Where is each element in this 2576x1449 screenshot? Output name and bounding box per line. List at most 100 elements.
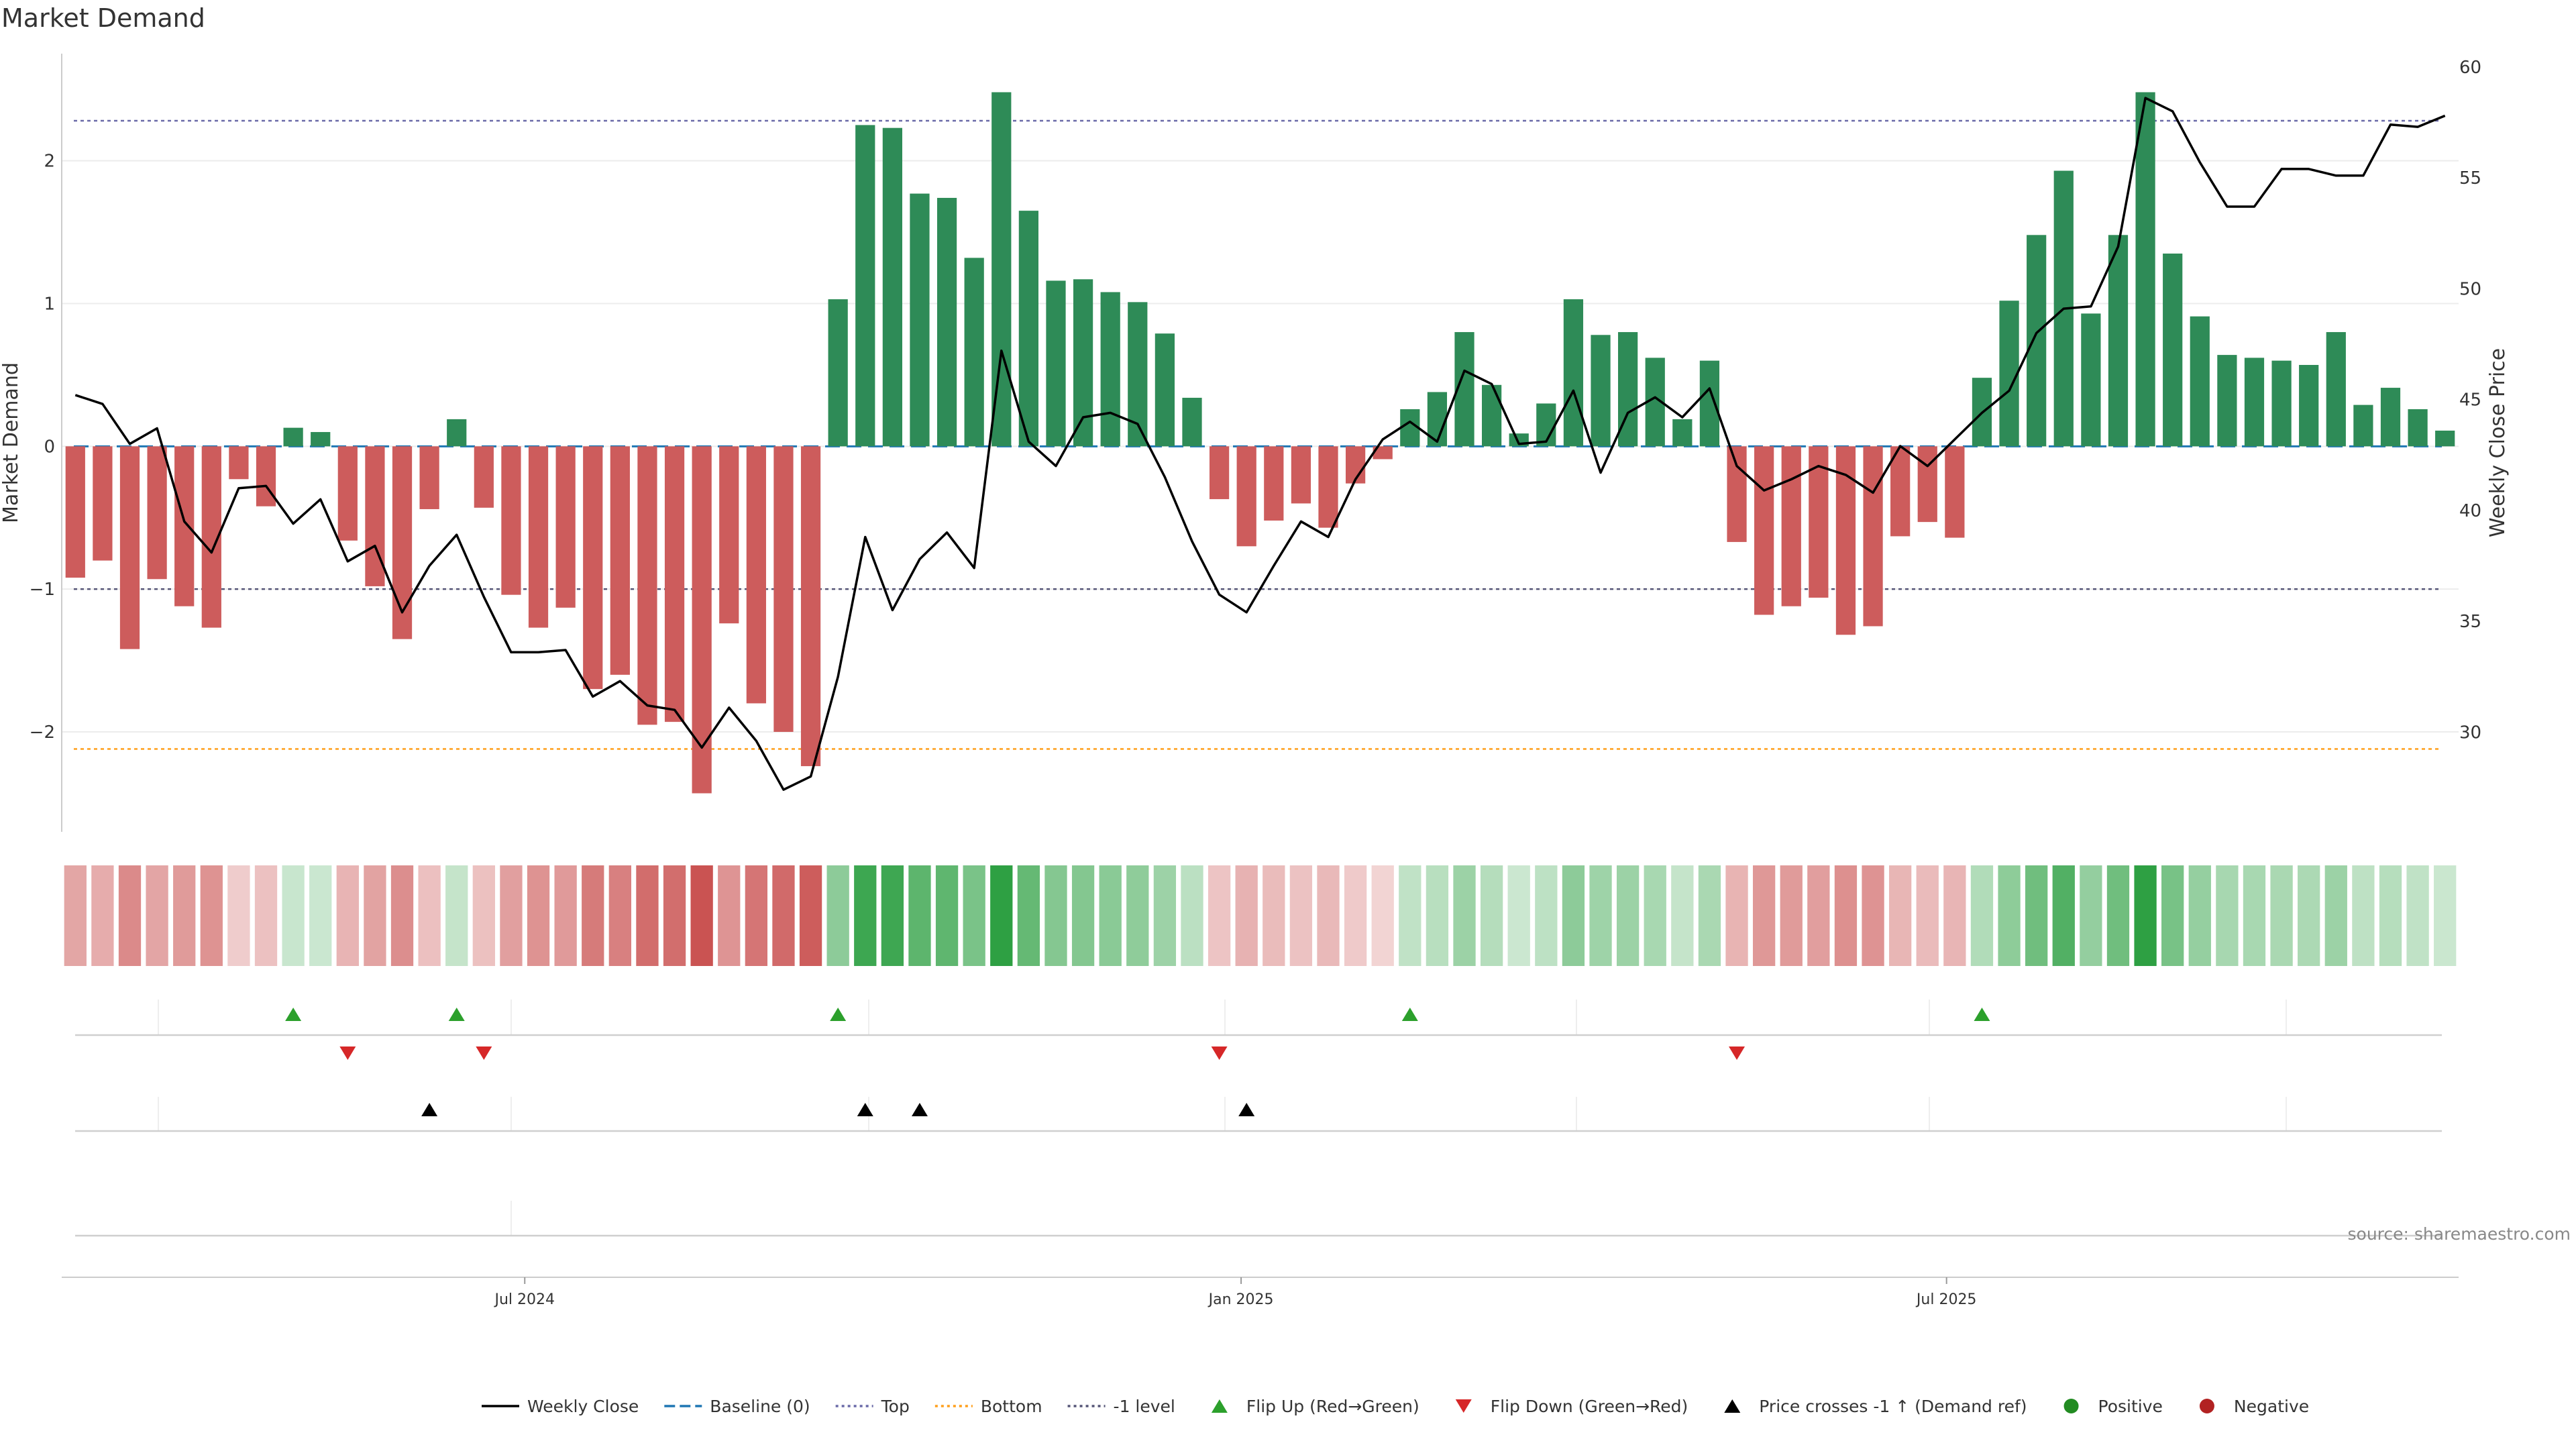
weekly-close-line (74, 97, 2446, 791)
demand-bar (1209, 446, 1230, 500)
strip-cell (2379, 865, 2402, 966)
demand-bar (1318, 446, 1338, 528)
strip-cell (854, 865, 877, 966)
y-tick-label: 1 (44, 294, 55, 314)
strip-cell (91, 865, 114, 966)
strip-cell (1126, 865, 1149, 966)
demand-bar (311, 432, 331, 447)
strip-cell (990, 865, 1013, 966)
demand-bar (555, 446, 576, 608)
strip-cell (1671, 865, 1694, 966)
axes (61, 54, 2459, 1278)
y2-tick-label: 45 (2459, 390, 2481, 411)
demand-bar (1182, 397, 1202, 447)
flip-up-marker (1974, 1008, 1990, 1021)
strip-cell (1807, 865, 1830, 966)
demand-bar (2380, 388, 2401, 447)
demand-bar (2326, 332, 2346, 447)
strip-cell (1181, 865, 1203, 966)
legend-marker-triangle-down (1455, 1399, 1472, 1413)
strip-cell (1044, 865, 1067, 966)
strip-cell (2434, 865, 2457, 966)
legend-marker-circle (2063, 1399, 2079, 1413)
legend-label: -1 level (1114, 1397, 1175, 1416)
date-axis: Jul 2024 Jan 2025 Jul 2025 (493, 1277, 1976, 1308)
demand-bar (1291, 446, 1311, 504)
demand-bar (174, 446, 195, 606)
demand-bar (828, 299, 848, 447)
strip-cell (2080, 865, 2102, 966)
flip-up-marker (1401, 1008, 1418, 1021)
demand-bar (1727, 446, 1747, 542)
strip-cell (254, 865, 278, 966)
demand-bar (2135, 92, 2155, 447)
strip-cell (1862, 865, 1884, 966)
demand-bar (583, 446, 603, 690)
strip-cell (881, 865, 904, 966)
date-tick-label: Jan 2025 (1208, 1291, 1274, 1308)
y-tick-label: −2 (30, 722, 55, 743)
strip-cell (1834, 865, 1858, 966)
demand-bar (229, 446, 249, 480)
demand-bar (447, 419, 467, 447)
demand-bar (637, 446, 657, 725)
demand-bar (964, 258, 984, 447)
demand-bar (1236, 446, 1256, 547)
strip-cell (1289, 865, 1313, 966)
strip-cell (1507, 865, 1530, 966)
demand-bar (1018, 211, 1038, 447)
strip-cell (2025, 865, 2048, 966)
price-cross-marker (1238, 1103, 1255, 1116)
demand-bar (610, 446, 630, 675)
strip-cell (146, 865, 168, 966)
strip-cell (772, 865, 795, 966)
strip-cell (608, 865, 631, 966)
strip-cell (799, 865, 822, 966)
strip-cell (1208, 865, 1231, 966)
legend-label: Baseline (0) (710, 1397, 810, 1416)
y-tick-label: 2 (44, 152, 55, 172)
strip-cell (1780, 865, 1803, 966)
demand-bar (800, 446, 821, 767)
strip-cell (1480, 865, 1503, 966)
demand-bar (855, 125, 875, 447)
demand-bar (2027, 235, 2047, 447)
event-markers (285, 1008, 1990, 1116)
strip-cell (1698, 865, 1721, 966)
demand-bar (746, 446, 766, 704)
demand-bar (719, 446, 739, 624)
strip-cell (1562, 865, 1585, 966)
demand-bar (119, 446, 140, 649)
strip-cell (527, 865, 550, 966)
strip-cell (1017, 865, 1040, 966)
strip-cell (2161, 865, 2184, 966)
demand-bar (65, 446, 85, 578)
strip-cell (2188, 865, 2211, 966)
demand-bar (1591, 335, 1611, 447)
strip-cell (309, 865, 332, 966)
demand-bar (1917, 446, 1937, 523)
flip-up-marker (830, 1008, 847, 1021)
y2-tick-label: 35 (2459, 612, 2481, 632)
strip-cell (2324, 865, 2347, 966)
flip-up-marker (448, 1008, 465, 1021)
chart-title: Market Demand (1, 3, 205, 33)
demand-bar (93, 446, 113, 561)
y2-tick-label: 40 (2459, 501, 2481, 521)
demand-bar (664, 446, 685, 722)
y-tick-label: 0 (44, 437, 55, 457)
reference-lines (74, 119, 2442, 750)
y-tick-label: −1 (30, 580, 55, 600)
strip-cell (1344, 865, 1367, 966)
flip-down-marker (476, 1046, 492, 1060)
demand-bar (936, 197, 957, 447)
demand-bar (1754, 446, 1774, 615)
demand-bar (2408, 409, 2428, 447)
strip-cell (1535, 865, 1558, 966)
price-cross-marker (911, 1103, 928, 1116)
date-tick-label: Jul 2024 (493, 1291, 555, 1308)
strip-cell (2106, 865, 2130, 966)
demand-bar (692, 446, 712, 794)
y-axis-label: Market Demand (0, 362, 23, 523)
strip-cell (390, 865, 414, 966)
